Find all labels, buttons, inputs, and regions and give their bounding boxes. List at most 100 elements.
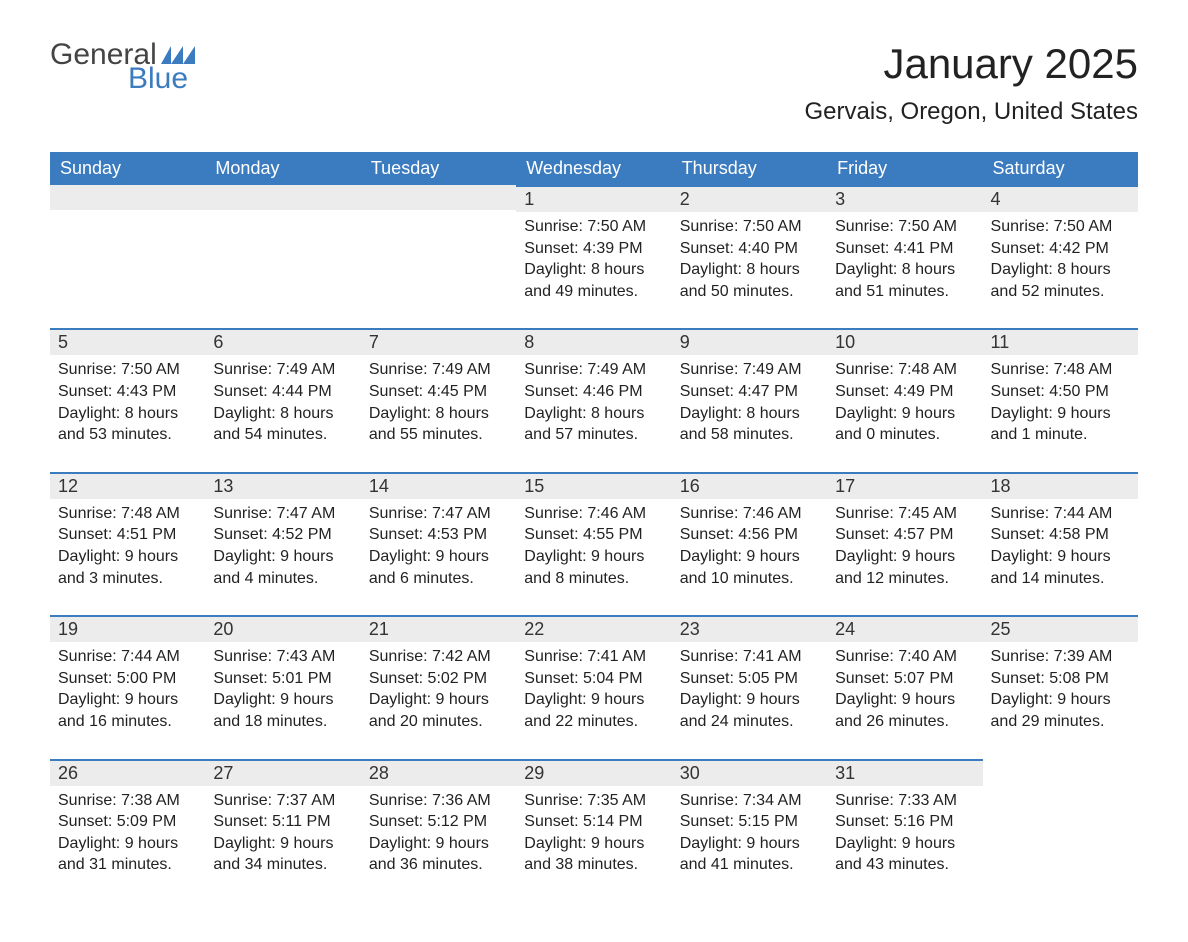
sunrise-text: Sunrise: 7:38 AM: [58, 790, 197, 812]
daylight-text: Daylight: 9 hours and 16 minutes.: [58, 689, 197, 732]
day-number: 21: [361, 615, 516, 642]
page-title: January 2025: [805, 40, 1139, 88]
day-cell: 25Sunrise: 7:39 AMSunset: 5:08 PMDayligh…: [983, 615, 1138, 758]
day-cell: 6Sunrise: 7:49 AMSunset: 4:44 PMDaylight…: [205, 328, 360, 471]
calendar-cell: 25Sunrise: 7:39 AMSunset: 5:08 PMDayligh…: [983, 615, 1138, 758]
day-number: 4: [983, 185, 1138, 212]
sunrise-text: Sunrise: 7:33 AM: [835, 790, 974, 812]
sunrise-text: Sunrise: 7:50 AM: [58, 359, 197, 381]
sunset-text: Sunset: 5:00 PM: [58, 668, 197, 690]
day-content: Sunrise: 7:49 AMSunset: 4:46 PMDaylight:…: [516, 355, 671, 445]
day-number: 5: [50, 328, 205, 355]
day-cell: 27Sunrise: 7:37 AMSunset: 5:11 PMDayligh…: [205, 759, 360, 902]
logo-flag-icon: [161, 46, 195, 64]
sunrise-text: Sunrise: 7:50 AM: [524, 216, 663, 238]
day-cell: 4Sunrise: 7:50 AMSunset: 4:42 PMDaylight…: [983, 185, 1138, 328]
day-content: Sunrise: 7:47 AMSunset: 4:52 PMDaylight:…: [205, 499, 360, 589]
daylight-text: Daylight: 9 hours and 3 minutes.: [58, 546, 197, 589]
day-cell: 2Sunrise: 7:50 AMSunset: 4:40 PMDaylight…: [672, 185, 827, 328]
day-cell: 23Sunrise: 7:41 AMSunset: 5:05 PMDayligh…: [672, 615, 827, 758]
sunset-text: Sunset: 5:04 PM: [524, 668, 663, 690]
calendar-cell: 18Sunrise: 7:44 AMSunset: 4:58 PMDayligh…: [983, 472, 1138, 615]
day-cell: 29Sunrise: 7:35 AMSunset: 5:14 PMDayligh…: [516, 759, 671, 902]
sunrise-text: Sunrise: 7:46 AM: [524, 503, 663, 525]
day-cell: 17Sunrise: 7:45 AMSunset: 4:57 PMDayligh…: [827, 472, 982, 615]
calendar-cell: [50, 185, 205, 328]
sunrise-text: Sunrise: 7:49 AM: [213, 359, 352, 381]
daylight-text: Daylight: 9 hours and 22 minutes.: [524, 689, 663, 732]
sunrise-text: Sunrise: 7:48 AM: [58, 503, 197, 525]
weekday-header: Tuesday: [361, 152, 516, 185]
calendar-cell: 8Sunrise: 7:49 AMSunset: 4:46 PMDaylight…: [516, 328, 671, 471]
sunset-text: Sunset: 4:49 PM: [835, 381, 974, 403]
day-number: 27: [205, 759, 360, 786]
day-cell: 19Sunrise: 7:44 AMSunset: 5:00 PMDayligh…: [50, 615, 205, 758]
day-cell: 10Sunrise: 7:48 AMSunset: 4:49 PMDayligh…: [827, 328, 982, 471]
day-content: Sunrise: 7:40 AMSunset: 5:07 PMDaylight:…: [827, 642, 982, 732]
day-number: 19: [50, 615, 205, 642]
calendar-table: Sunday Monday Tuesday Wednesday Thursday…: [50, 152, 1138, 902]
calendar-cell: 24Sunrise: 7:40 AMSunset: 5:07 PMDayligh…: [827, 615, 982, 758]
day-number: 16: [672, 472, 827, 499]
calendar-cell: 16Sunrise: 7:46 AMSunset: 4:56 PMDayligh…: [672, 472, 827, 615]
day-number: 20: [205, 615, 360, 642]
sunrise-text: Sunrise: 7:43 AM: [213, 646, 352, 668]
day-content: Sunrise: 7:33 AMSunset: 5:16 PMDaylight:…: [827, 786, 982, 876]
day-cell: 9Sunrise: 7:49 AMSunset: 4:47 PMDaylight…: [672, 328, 827, 471]
day-content: Sunrise: 7:49 AMSunset: 4:44 PMDaylight:…: [205, 355, 360, 445]
calendar-cell: 3Sunrise: 7:50 AMSunset: 4:41 PMDaylight…: [827, 185, 982, 328]
daylight-text: Daylight: 9 hours and 8 minutes.: [524, 546, 663, 589]
sunset-text: Sunset: 5:05 PM: [680, 668, 819, 690]
day-cell: 12Sunrise: 7:48 AMSunset: 4:51 PMDayligh…: [50, 472, 205, 615]
day-content: Sunrise: 7:44 AMSunset: 4:58 PMDaylight:…: [983, 499, 1138, 589]
day-cell: 22Sunrise: 7:41 AMSunset: 5:04 PMDayligh…: [516, 615, 671, 758]
day-content: Sunrise: 7:37 AMSunset: 5:11 PMDaylight:…: [205, 786, 360, 876]
day-number: 29: [516, 759, 671, 786]
day-cell: 28Sunrise: 7:36 AMSunset: 5:12 PMDayligh…: [361, 759, 516, 902]
header: General Blue January 2025 Gervais, Orego…: [50, 40, 1138, 144]
daylight-text: Daylight: 9 hours and 31 minutes.: [58, 833, 197, 876]
sunset-text: Sunset: 5:08 PM: [991, 668, 1130, 690]
calendar-cell: 28Sunrise: 7:36 AMSunset: 5:12 PMDayligh…: [361, 759, 516, 902]
calendar-cell: 30Sunrise: 7:34 AMSunset: 5:15 PMDayligh…: [672, 759, 827, 902]
sunset-text: Sunset: 4:46 PM: [524, 381, 663, 403]
calendar-cell: 19Sunrise: 7:44 AMSunset: 5:00 PMDayligh…: [50, 615, 205, 758]
logo-text-blue: Blue: [128, 64, 188, 94]
sunrise-text: Sunrise: 7:47 AM: [213, 503, 352, 525]
calendar-body: 1Sunrise: 7:50 AMSunset: 4:39 PMDaylight…: [50, 185, 1138, 902]
day-cell: 1Sunrise: 7:50 AMSunset: 4:39 PMDaylight…: [516, 185, 671, 328]
calendar-cell: 15Sunrise: 7:46 AMSunset: 4:55 PMDayligh…: [516, 472, 671, 615]
sunrise-text: Sunrise: 7:34 AM: [680, 790, 819, 812]
sunrise-text: Sunrise: 7:48 AM: [991, 359, 1130, 381]
day-number: 9: [672, 328, 827, 355]
daylight-text: Daylight: 9 hours and 41 minutes.: [680, 833, 819, 876]
calendar-cell: 9Sunrise: 7:49 AMSunset: 4:47 PMDaylight…: [672, 328, 827, 471]
sunset-text: Sunset: 5:12 PM: [369, 811, 508, 833]
sunset-text: Sunset: 5:11 PM: [213, 811, 352, 833]
sunset-text: Sunset: 5:02 PM: [369, 668, 508, 690]
day-number: 8: [516, 328, 671, 355]
day-cell: 15Sunrise: 7:46 AMSunset: 4:55 PMDayligh…: [516, 472, 671, 615]
day-content: Sunrise: 7:34 AMSunset: 5:15 PMDaylight:…: [672, 786, 827, 876]
calendar-header: Sunday Monday Tuesday Wednesday Thursday…: [50, 152, 1138, 185]
day-number: 13: [205, 472, 360, 499]
calendar-cell: [205, 185, 360, 328]
day-number: 24: [827, 615, 982, 642]
calendar-cell: 6Sunrise: 7:49 AMSunset: 4:44 PMDaylight…: [205, 328, 360, 471]
calendar-cell: 31Sunrise: 7:33 AMSunset: 5:16 PMDayligh…: [827, 759, 982, 902]
calendar-cell: 20Sunrise: 7:43 AMSunset: 5:01 PMDayligh…: [205, 615, 360, 758]
sunrise-text: Sunrise: 7:41 AM: [524, 646, 663, 668]
day-content: Sunrise: 7:45 AMSunset: 4:57 PMDaylight:…: [827, 499, 982, 589]
sunrise-text: Sunrise: 7:47 AM: [369, 503, 508, 525]
day-number: 1: [516, 185, 671, 212]
daylight-text: Daylight: 9 hours and 20 minutes.: [369, 689, 508, 732]
day-content: Sunrise: 7:50 AMSunset: 4:41 PMDaylight:…: [827, 212, 982, 302]
daylight-text: Daylight: 8 hours and 54 minutes.: [213, 403, 352, 446]
day-content: Sunrise: 7:46 AMSunset: 4:55 PMDaylight:…: [516, 499, 671, 589]
day-number: 3: [827, 185, 982, 212]
day-content: Sunrise: 7:47 AMSunset: 4:53 PMDaylight:…: [361, 499, 516, 589]
calendar-cell: 22Sunrise: 7:41 AMSunset: 5:04 PMDayligh…: [516, 615, 671, 758]
sunrise-text: Sunrise: 7:50 AM: [680, 216, 819, 238]
sunrise-text: Sunrise: 7:40 AM: [835, 646, 974, 668]
day-cell: 8Sunrise: 7:49 AMSunset: 4:46 PMDaylight…: [516, 328, 671, 471]
